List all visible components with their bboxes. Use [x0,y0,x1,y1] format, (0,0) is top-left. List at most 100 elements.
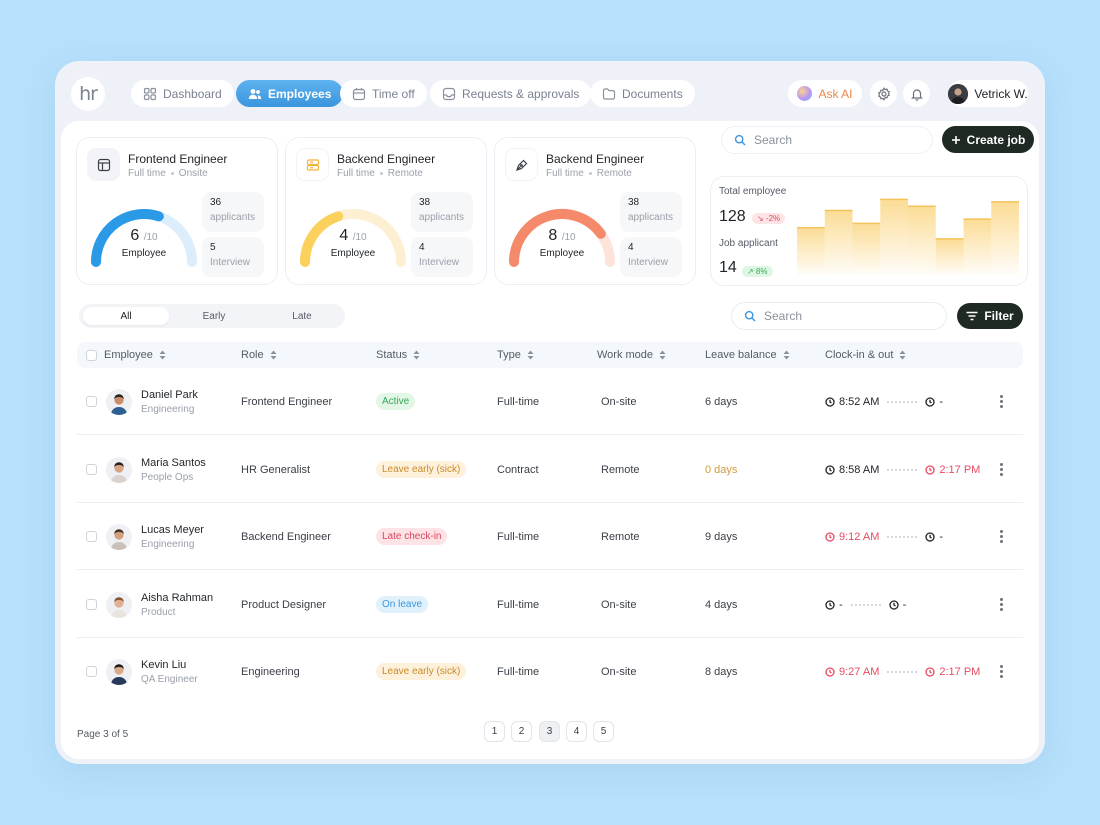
score-label: Employee [330,248,376,259]
type-cell: Full-time [497,598,540,611]
notifications-button[interactable] [903,80,930,107]
col-role[interactable]: Role [241,342,277,368]
nav-tab-dashboard[interactable]: Dashboard [131,80,234,107]
col-employee[interactable]: Employee [104,342,166,368]
clock-out: - [889,599,906,611]
page-button-5[interactable]: 5 [593,721,614,742]
clock-out-time: 2:17 PM [939,463,981,476]
more-options-icon[interactable] [1000,598,1003,611]
segment-late[interactable]: Late [292,310,312,322]
page-button-1[interactable]: 1 [484,721,505,742]
status-cell: On leave [376,571,429,638]
settings-button[interactable] [870,80,897,107]
pen-tool-icon [515,159,527,171]
bar [824,210,853,275]
page-button-4[interactable]: 4 [566,721,587,742]
nav-tab-time-off[interactable]: Time off [340,80,427,107]
row-checkbox[interactable] [86,531,97,542]
top-search-field[interactable]: Search [721,126,933,154]
server-icon [306,158,319,171]
nav-tab-label: Employees [268,86,332,101]
employee-avatar [106,456,132,483]
table-row[interactable]: Kevin Liu QA Engineer Engineering Leave ear… [77,638,1023,705]
interview-count: 4 [419,242,425,253]
employee-avatar [106,591,132,618]
job-card-backend-2[interactable]: Backend Engineer Full time Remote 8 /10 E… [494,137,696,285]
totals-bar-chart [797,198,1019,275]
col-type[interactable]: Type [497,342,534,368]
employee-name[interactable]: Lucas Meyer [141,523,204,536]
table-row[interactable]: Lucas Meyer Engineering Backend Engineer La… [77,503,1023,570]
nav-tab-documents[interactable]: Documents [590,80,695,107]
users-icon [248,88,262,99]
employee-cell: Aisha Rahman Product [106,571,213,638]
employee-name[interactable]: Daniel Park [141,388,198,401]
more-options-icon[interactable] [1000,395,1003,408]
filter-button[interactable]: Filter [957,303,1023,329]
bar [991,201,1019,275]
job-meta: Full time Onsite [128,168,208,179]
search-icon [744,310,756,322]
table-row[interactable]: Aisha Rahman Product Product Designer On le… [77,571,1023,638]
clock-cell: 8:52 AM - [825,368,943,435]
user-menu[interactable]: Vetrick W. [948,80,1028,107]
top-search-placeholder: Search [754,133,793,147]
bar [908,206,936,275]
employee-name[interactable]: Kevin Liu [141,658,187,671]
employee-change-badge: ↘ -2% [752,213,786,224]
job-mode: Onsite [178,168,208,179]
page-info: Page 3 of 5 [77,729,129,740]
nav-tab-label: Time off [372,86,415,101]
clock-cell: 9:27 AM 2:17 PM [825,638,980,705]
col-clock[interactable]: Clock-in & out [825,342,906,368]
create-job-button[interactable]: Create job [942,126,1034,153]
employee-cell: Lucas Meyer Engineering [106,503,204,570]
col-label: Employee [104,349,153,361]
checkbox[interactable] [86,349,97,361]
sort-icon [159,350,166,360]
clock-connector [887,670,918,673]
employee-cell: Daniel Park Engineering [106,368,198,435]
employee-cell: Kevin Liu QA Engineer [106,638,198,705]
row-checkbox[interactable] [86,396,97,407]
status-cell: Leave early (sick) [376,436,467,503]
segment-early[interactable]: Early [202,310,226,322]
applicants-label: applicants [419,212,465,223]
table-row[interactable]: Maria Santos People Ops HR Generalist Leave… [77,436,1023,503]
employee-dept: QA Engineer [141,673,198,685]
table-row[interactable]: Daniel Park Engineering Frontend Engineer A… [77,368,1023,435]
col-leave-balance[interactable]: Leave balance [705,342,790,368]
more-options-icon[interactable] [1000,463,1003,476]
table-header: Employee Role Status Type Work mode Leav… [77,342,1023,368]
type-cell: Contract [497,463,539,476]
bar [797,227,825,275]
bar [963,219,992,275]
layout-icon [97,158,110,171]
row-checkbox[interactable] [86,599,97,610]
segment-all[interactable]: All [83,307,169,325]
job-card-backend-1[interactable]: Backend Engineer Full time Remote 4 /10 E… [285,137,487,285]
select-all-checkbox[interactable] [86,342,97,368]
job-card-frontend[interactable]: Frontend Engineer Full time Onsite 6 /10 … [76,137,278,285]
row-checkbox[interactable] [86,666,97,677]
page-button-2[interactable]: 2 [511,721,532,742]
bar [880,199,908,275]
col-status[interactable]: Status [376,342,420,368]
interview-stat: 4 Interview [411,237,473,277]
nav-tab-employees[interactable]: Employees [236,80,344,107]
more-options-icon[interactable] [1000,530,1003,543]
nav-tab-requests[interactable]: Requests & approvals [430,80,592,107]
row-checkbox[interactable] [86,464,97,475]
employee-name[interactable]: Maria Santos [141,456,206,469]
job-icon-box [505,148,538,181]
employee-dept: People Ops [141,471,194,483]
more-options-icon[interactable] [1000,665,1003,678]
employee-name[interactable]: Aisha Rahman [141,591,214,604]
employee-info: Lucas Meyer Engineering [141,524,204,550]
interview-stat: 5 Interview [202,237,264,277]
col-work-mode[interactable]: Work mode [597,342,666,368]
page-button-3[interactable]: 3 [539,721,560,742]
brand-logo[interactable]: hr [71,77,105,111]
table-search-field[interactable]: Search [731,302,947,330]
ask-ai-button[interactable]: Ask AI [788,80,862,107]
